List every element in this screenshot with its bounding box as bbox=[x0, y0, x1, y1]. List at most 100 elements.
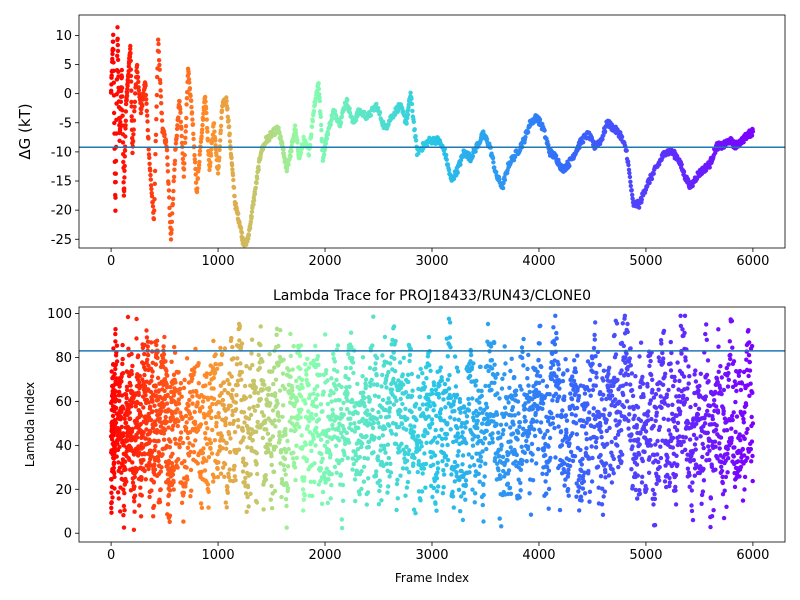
data-point bbox=[151, 216, 157, 222]
data-point bbox=[634, 423, 639, 428]
data-point bbox=[540, 406, 545, 411]
data-point bbox=[352, 429, 357, 434]
data-point bbox=[492, 165, 497, 170]
data-point bbox=[124, 479, 129, 484]
data-point bbox=[461, 490, 466, 496]
data-point bbox=[364, 502, 369, 507]
data-point bbox=[223, 423, 228, 428]
data-point bbox=[278, 134, 283, 139]
data-point bbox=[670, 435, 676, 441]
data-point bbox=[183, 484, 188, 489]
data-point bbox=[180, 415, 185, 420]
data-point bbox=[130, 139, 136, 144]
data-point bbox=[393, 369, 398, 374]
data-point bbox=[130, 150, 135, 156]
data-point bbox=[150, 204, 156, 209]
data-point bbox=[202, 468, 208, 473]
data-point bbox=[673, 484, 678, 490]
data-point bbox=[137, 503, 142, 508]
data-point bbox=[410, 108, 415, 114]
data-point bbox=[359, 444, 364, 450]
data-point bbox=[138, 413, 143, 418]
data-point bbox=[451, 402, 456, 407]
data-point bbox=[441, 468, 446, 473]
data-point bbox=[545, 419, 551, 424]
data-point bbox=[313, 96, 319, 101]
data-point bbox=[185, 477, 190, 482]
data-point bbox=[200, 399, 206, 404]
data-point bbox=[315, 384, 320, 389]
y-tick-label: 10 bbox=[55, 29, 72, 44]
data-point bbox=[156, 458, 161, 463]
data-point bbox=[344, 385, 349, 390]
data-point bbox=[185, 435, 190, 441]
data-point bbox=[437, 433, 442, 439]
data-point bbox=[667, 483, 672, 489]
data-point bbox=[579, 498, 584, 503]
data-point bbox=[567, 457, 572, 463]
data-point bbox=[401, 355, 406, 360]
data-point bbox=[665, 455, 670, 460]
data-point bbox=[329, 472, 334, 477]
data-point bbox=[411, 434, 416, 439]
data-point bbox=[387, 474, 392, 479]
data-point bbox=[283, 450, 289, 455]
data-point bbox=[466, 151, 472, 156]
data-point bbox=[153, 132, 159, 137]
data-point bbox=[460, 430, 465, 435]
data-point bbox=[178, 106, 183, 112]
data-point bbox=[120, 94, 125, 99]
data-point bbox=[269, 454, 274, 459]
data-point bbox=[675, 360, 680, 365]
data-point bbox=[313, 100, 318, 105]
data-point bbox=[430, 421, 435, 426]
data-point bbox=[303, 442, 308, 447]
data-point bbox=[283, 472, 288, 477]
data-point bbox=[480, 421, 485, 426]
data-point bbox=[374, 469, 379, 474]
data-point bbox=[395, 496, 400, 501]
data-point bbox=[446, 167, 452, 173]
data-point bbox=[589, 479, 595, 484]
data-point bbox=[470, 153, 475, 159]
data-point bbox=[496, 468, 501, 473]
data-point bbox=[148, 168, 153, 173]
data-point bbox=[320, 456, 325, 461]
data-point bbox=[385, 490, 390, 495]
data-point bbox=[263, 418, 268, 423]
data-point bbox=[590, 387, 596, 393]
data-point bbox=[628, 438, 633, 443]
data-point bbox=[380, 372, 385, 378]
data-point bbox=[554, 330, 559, 336]
data-point bbox=[306, 365, 312, 370]
data-point bbox=[418, 498, 423, 503]
data-point bbox=[653, 442, 658, 447]
data-point bbox=[481, 519, 486, 524]
data-point bbox=[253, 185, 258, 190]
data-point bbox=[494, 412, 500, 417]
data-point bbox=[184, 96, 190, 101]
data-point bbox=[339, 114, 344, 119]
data-point bbox=[231, 418, 237, 424]
delta-g-points bbox=[108, 25, 756, 248]
data-point bbox=[463, 478, 469, 483]
data-point bbox=[423, 485, 428, 490]
data-point bbox=[337, 398, 342, 403]
data-point bbox=[133, 404, 138, 409]
data-point bbox=[602, 407, 607, 412]
data-point bbox=[317, 92, 322, 97]
data-point bbox=[122, 186, 127, 191]
data-point bbox=[325, 378, 330, 383]
data-point bbox=[556, 424, 561, 429]
data-point bbox=[118, 415, 124, 420]
data-point bbox=[404, 121, 409, 126]
data-point bbox=[300, 444, 305, 450]
data-point bbox=[297, 424, 302, 430]
data-point bbox=[199, 469, 204, 474]
data-point bbox=[304, 372, 309, 377]
data-point bbox=[198, 501, 204, 506]
data-point bbox=[645, 183, 650, 189]
data-point bbox=[640, 374, 645, 380]
data-point bbox=[178, 381, 184, 386]
data-point bbox=[374, 101, 379, 107]
